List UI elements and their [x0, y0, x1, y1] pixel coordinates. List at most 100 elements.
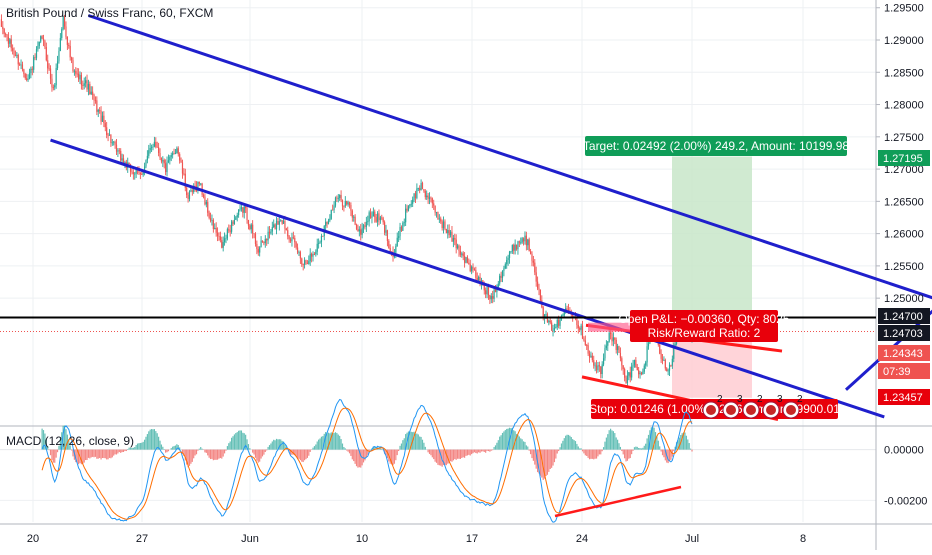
candle-body — [381, 217, 383, 219]
event-marker[interactable]: 2 — [702, 394, 723, 419]
candle-body — [231, 221, 233, 232]
candle-body — [107, 134, 109, 136]
candle-body — [590, 355, 592, 358]
candle-body — [274, 224, 276, 230]
candle-body — [489, 295, 491, 300]
candle-body — [288, 236, 290, 240]
candle-body — [55, 67, 57, 86]
candle-body — [521, 238, 523, 243]
candle-body — [326, 221, 328, 225]
candle-body — [271, 227, 273, 232]
candle-body — [270, 231, 272, 234]
candle-body — [239, 208, 241, 210]
candle-body — [501, 270, 504, 278]
event-marker[interactable]: 3 — [722, 394, 743, 419]
candle-body — [16, 55, 18, 56]
candle-body — [108, 134, 111, 136]
candle-body — [296, 247, 299, 253]
candle-body — [595, 365, 598, 371]
candle-body — [625, 377, 627, 383]
price-badge-text: 1.24343 — [883, 348, 923, 360]
candle-body — [245, 206, 247, 209]
candle-body — [121, 158, 123, 161]
candle-body — [186, 187, 188, 195]
time-axis: 20 27 Jun 10 17 24 Jul 8 — [27, 533, 806, 545]
candle-body — [355, 224, 358, 229]
price-badge-bg — [878, 345, 930, 361]
price-badge: 1.24343 — [878, 345, 930, 361]
candle-body — [364, 225, 366, 227]
candle-body — [325, 221, 327, 227]
price-badge: 1.23457 — [878, 389, 930, 405]
macd-tick-label: -0.00200 — [884, 495, 927, 507]
candle-body — [508, 251, 511, 258]
candle-body — [54, 85, 56, 88]
candle-body — [152, 146, 154, 148]
candle-body — [90, 91, 92, 95]
time-tick-label: 27 — [136, 533, 148, 545]
event-marker[interactable]: 3 — [762, 394, 783, 419]
candle-body — [555, 326, 557, 328]
candle-body — [3, 29, 5, 34]
candle-body — [631, 366, 633, 378]
candle-body — [451, 231, 453, 242]
candle-body — [628, 372, 630, 376]
candle-body — [539, 289, 542, 301]
candle-body — [551, 322, 553, 331]
candle-body — [639, 372, 641, 375]
candle-body — [580, 325, 582, 330]
candle-body — [155, 141, 157, 147]
candle-body — [226, 229, 228, 239]
candle-body — [388, 240, 390, 249]
candle-body — [626, 375, 629, 383]
candle-body — [334, 197, 337, 206]
candle-body — [520, 242, 522, 244]
candle-body — [622, 365, 624, 370]
candle-body — [556, 319, 558, 327]
candle-body — [375, 217, 377, 222]
event-marker[interactable]: 2 — [782, 394, 803, 419]
open-pl-bg — [630, 310, 778, 342]
candle-body — [666, 368, 668, 372]
candle-body — [256, 243, 258, 250]
channel-upper-line — [87, 14, 932, 300]
candle-body — [259, 247, 261, 253]
candle-body — [115, 144, 118, 152]
candle-body — [165, 163, 167, 173]
candle-body — [117, 150, 119, 152]
candle-body — [413, 193, 415, 200]
candle-body — [311, 253, 313, 257]
candle-body — [579, 328, 581, 330]
price-tick-label: 1.26000 — [884, 229, 924, 241]
candle-body — [103, 115, 105, 124]
risk-reward-text: Risk/Reward Ratio: 2 — [648, 326, 761, 340]
candle-body — [410, 203, 412, 205]
candle-body — [68, 44, 70, 46]
candle-body — [506, 260, 508, 265]
candle-body — [510, 251, 512, 253]
candle-body — [618, 346, 620, 353]
candle-body — [441, 221, 443, 229]
event-flag-dot — [766, 405, 776, 415]
candle-body — [273, 224, 275, 228]
candle-body — [638, 370, 640, 375]
event-marker[interactable]: 2 — [742, 394, 763, 419]
candle-body — [362, 225, 365, 229]
grid — [0, 0, 876, 522]
candle-body — [517, 241, 519, 250]
candle-body — [51, 78, 53, 88]
candle-body — [6, 34, 8, 38]
candle-body — [354, 216, 356, 225]
candle-body — [316, 243, 318, 252]
candle-body — [660, 353, 662, 359]
candle-body — [611, 334, 613, 342]
price-badge-bg — [878, 150, 930, 166]
candle-body — [120, 150, 122, 161]
candle-body — [433, 203, 435, 206]
candle-body — [645, 362, 647, 366]
candle-body — [514, 244, 516, 251]
candle-body — [138, 169, 140, 173]
candle-body — [609, 332, 612, 335]
